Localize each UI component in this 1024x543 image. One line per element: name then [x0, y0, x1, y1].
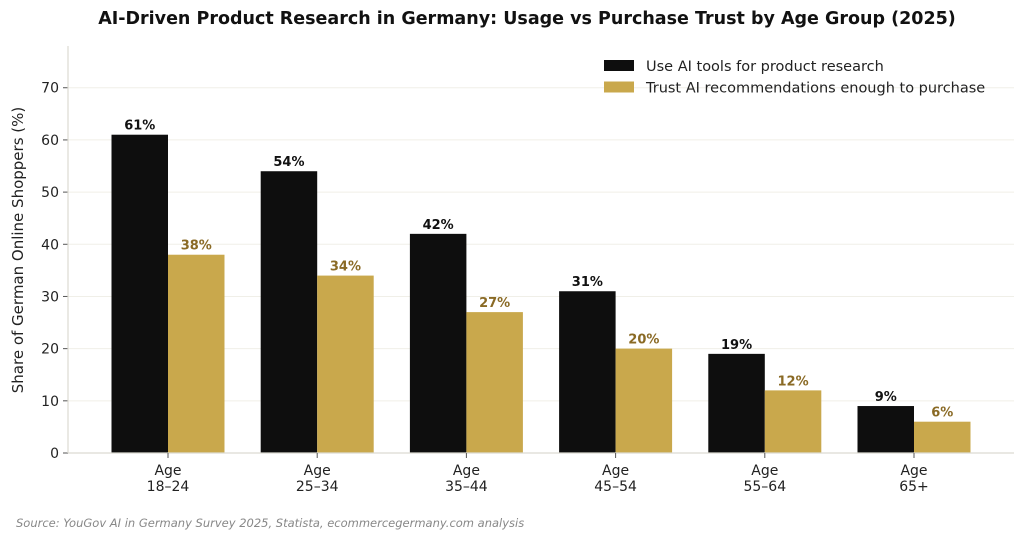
source-note: Source: YouGov AI in Germany Survey 2025…: [16, 516, 524, 530]
x-tick-label: Age: [751, 463, 778, 479]
bar: [857, 406, 914, 453]
data-label: 61%: [124, 119, 155, 134]
x-tick-label: 45–54: [594, 479, 637, 495]
x-tick-label: 55–64: [743, 479, 786, 495]
y-tick-label: 20: [41, 342, 59, 358]
bar: [615, 348, 673, 453]
bar: [260, 171, 318, 453]
x-tick-label: Age: [900, 463, 927, 479]
data-label: 19%: [721, 338, 752, 353]
x-tick-label: 35–44: [445, 479, 488, 495]
x-tick-label: Age: [154, 463, 181, 479]
y-tick-label: 50: [41, 185, 59, 201]
data-label: 9%: [875, 390, 897, 405]
x-tick-label: 25–34: [296, 479, 339, 495]
data-label: 34%: [330, 260, 361, 275]
x-tick-label: 65+: [899, 479, 929, 495]
data-label: 27%: [479, 296, 510, 311]
x-tick-label: Age: [602, 463, 629, 479]
data-label: 31%: [572, 275, 603, 290]
bar: [111, 134, 168, 453]
bar: [764, 390, 822, 453]
x-tick-label: 18–24: [147, 479, 190, 495]
bar: [168, 254, 225, 453]
chart-title: AI-Driven Product Research in Germany: U…: [98, 9, 956, 29]
data-label: 12%: [777, 374, 808, 389]
data-label: 38%: [181, 239, 212, 254]
legend: Use AI tools for product research Trust A…: [604, 59, 985, 97]
y-tick-label: 60: [41, 133, 59, 149]
data-label: 42%: [423, 218, 454, 233]
x-tick-label: Age: [453, 463, 480, 479]
data-label: 54%: [273, 155, 304, 170]
y-axis-label: Share of German Online Shoppers (%): [9, 107, 27, 393]
legend-label: Use AI tools for product research: [646, 59, 884, 75]
bar: [708, 353, 765, 453]
data-label: 6%: [931, 406, 953, 421]
y-tick-label: 0: [50, 446, 59, 462]
bar: [914, 421, 971, 453]
y-tick-label: 70: [41, 81, 59, 97]
data-label: 20%: [628, 333, 659, 348]
bar: [466, 312, 523, 453]
y-tick-label: 30: [41, 289, 59, 305]
y-tick-label: 40: [41, 237, 59, 253]
y-tick-label: 10: [41, 394, 59, 410]
x-tick-label: Age: [304, 463, 331, 479]
legend-swatch: [604, 81, 634, 93]
bar: [409, 233, 467, 453]
legend-swatch: [604, 60, 634, 71]
bar: [317, 275, 374, 453]
legend-label: Trust AI recommendations enough to purch…: [645, 81, 985, 97]
bar: [559, 291, 616, 453]
